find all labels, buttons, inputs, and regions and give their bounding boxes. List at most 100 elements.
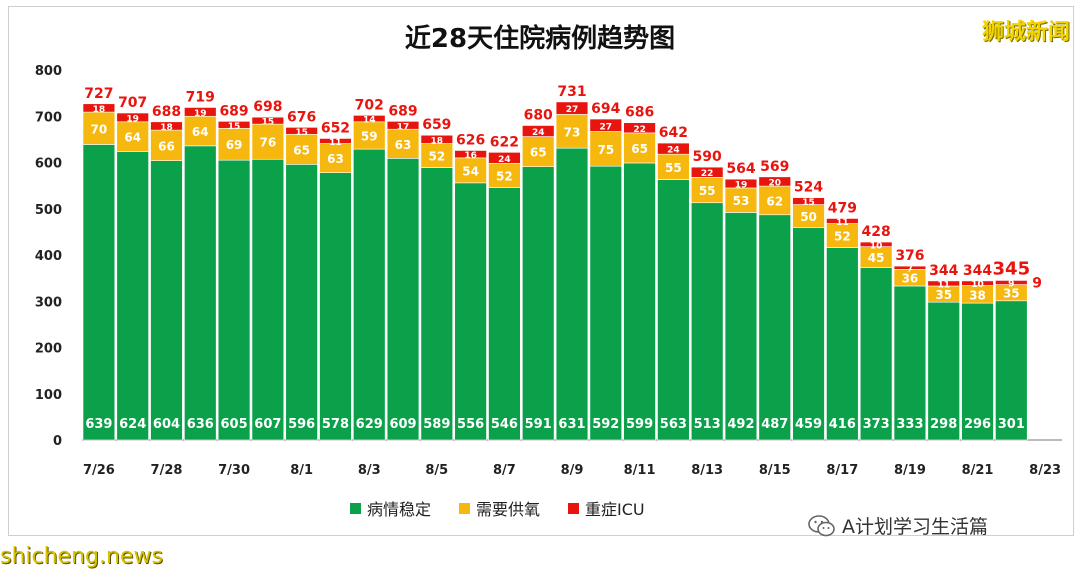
- bar-segment-oxygen: [488, 163, 521, 188]
- bar-segment-stable: [657, 179, 690, 441]
- data-label-icu: 19: [194, 109, 207, 119]
- bar-segment-stable: [589, 165, 622, 441]
- bar-segment-oxygen: [285, 133, 318, 165]
- data-label-icu: 15: [262, 118, 275, 128]
- legend-label-oxygen: 需要供氧: [476, 500, 541, 519]
- bar-segment-oxygen: [184, 115, 217, 147]
- y-tick-label: 0: [53, 434, 62, 449]
- x-tick-label: 7/30: [218, 463, 250, 478]
- bar-segment-stable: [319, 172, 352, 441]
- data-label-stable: 591: [525, 417, 552, 432]
- data-label-total: 688: [152, 104, 181, 120]
- bar-segment-icu: [792, 197, 825, 205]
- watermark: shicheng.news: [0, 544, 163, 569]
- bar-segment-icu: [184, 107, 217, 117]
- x-tick-label: 8/13: [691, 463, 723, 478]
- data-label-total: 702: [355, 97, 384, 113]
- data-label-oxygen: 63: [327, 152, 344, 166]
- data-label-oxygen: 35: [935, 288, 952, 302]
- bar-segment-oxygen: [386, 128, 420, 159]
- data-label-icu: 19: [126, 114, 139, 124]
- data-label-icu: 7: [907, 265, 913, 275]
- data-label-stable: 373: [863, 417, 890, 432]
- data-label-stable: 301: [998, 417, 1025, 432]
- data-label-icu: 10: [971, 280, 984, 290]
- bar-segment-stable: [116, 151, 149, 441]
- data-label-stable: 513: [694, 417, 721, 432]
- y-tick-label: 700: [35, 110, 62, 125]
- bar-segment-icu: [150, 121, 183, 131]
- bar-segment-icu: [454, 150, 487, 159]
- wechat-account: A计划学习生活篇: [808, 512, 988, 539]
- data-label-oxygen: 64: [192, 125, 209, 139]
- data-label-stable: 416: [829, 417, 856, 432]
- data-label-icu: 20: [768, 178, 781, 188]
- data-label-icu: 22: [633, 125, 646, 135]
- bar-segment-stable: [353, 148, 386, 441]
- data-label-total: 344: [929, 263, 958, 279]
- bar-segment-oxygen: [82, 111, 116, 145]
- bar-segment-stable: [150, 160, 183, 441]
- data-label-oxygen: 66: [158, 139, 175, 153]
- data-label-oxygen: 54: [462, 164, 479, 178]
- y-tick-label: 400: [35, 249, 62, 264]
- y-tick-label: 500: [35, 203, 62, 218]
- bar-segment-oxygen: [116, 121, 149, 152]
- data-label-oxygen: 52: [428, 150, 445, 164]
- bar-segment-icu: [623, 122, 656, 134]
- data-label-total: 376: [895, 248, 924, 264]
- bar-segment-oxygen: [623, 132, 656, 164]
- bar-segment-stable: [217, 159, 251, 441]
- data-label-icu: 27: [566, 105, 579, 115]
- bar-segment-oxygen: [724, 187, 758, 213]
- bar-segment-oxygen: [454, 157, 487, 184]
- legend: 病情稳定 需要供氧 重症ICU: [350, 496, 645, 520]
- data-label-oxygen: 65: [293, 143, 310, 157]
- data-label-oxygen: 75: [597, 143, 614, 157]
- data-label-total: 642: [659, 125, 688, 141]
- data-label-oxygen: 69: [226, 138, 243, 152]
- data-label-oxygen: 35: [1003, 287, 1020, 301]
- x-tick-label: 8/23: [1029, 463, 1061, 478]
- y-tick-label: 300: [35, 295, 62, 310]
- bar-segment-icu: [995, 280, 1028, 285]
- data-label-total: 590: [693, 149, 722, 165]
- bar-segment-icu: [522, 125, 555, 137]
- chart-title: 近28天住院病例趋势图: [404, 24, 676, 54]
- data-label-stable: 492: [727, 417, 754, 432]
- bar-segment-stable: [995, 300, 1028, 441]
- data-label-total: 707: [118, 95, 147, 111]
- x-tick-label: 8/21: [962, 463, 994, 478]
- bar-segment-icu: [724, 178, 758, 189]
- brand-logo-text: 狮城新闻: [981, 20, 1070, 45]
- legend-item-icu: 重症ICU: [568, 496, 645, 520]
- data-label-icu: 24: [667, 146, 680, 156]
- bar-segment-icu: [251, 116, 285, 125]
- data-label-total: 680: [524, 108, 553, 124]
- legend-swatch-icu: [568, 502, 580, 514]
- data-label-icu: 19: [735, 181, 748, 191]
- data-label-oxygen: 50: [800, 210, 817, 224]
- bar-segment-stable: [927, 301, 960, 441]
- legend-item-oxygen: 需要供氧: [459, 496, 540, 520]
- data-label-oxygen: 55: [665, 161, 682, 175]
- data-label-icu: 24: [532, 128, 545, 138]
- data-label-stable: 589: [423, 417, 450, 432]
- bar-segment-stable: [488, 187, 521, 441]
- bar-segment-oxygen: [657, 153, 690, 180]
- data-label-stable: 296: [964, 417, 991, 432]
- data-label-total: 731: [557, 84, 586, 100]
- data-label-stable: 604: [153, 417, 180, 432]
- bar-segment-icu: [353, 115, 386, 123]
- data-label-total: 686: [625, 105, 654, 121]
- data-label-oxygen: 45: [868, 251, 885, 265]
- data-label-icu: 15: [228, 122, 241, 132]
- data-label-stable: 639: [85, 417, 112, 432]
- data-label-stable: 607: [254, 417, 281, 432]
- bar-segment-stable: [82, 144, 116, 441]
- bar-segment-icu: [386, 121, 420, 130]
- data-label-oxygen: 63: [395, 138, 412, 152]
- x-tick-label: 8/5: [425, 463, 448, 478]
- bar-segment-stable: [826, 247, 859, 441]
- x-tick-label: 7/26: [83, 463, 115, 478]
